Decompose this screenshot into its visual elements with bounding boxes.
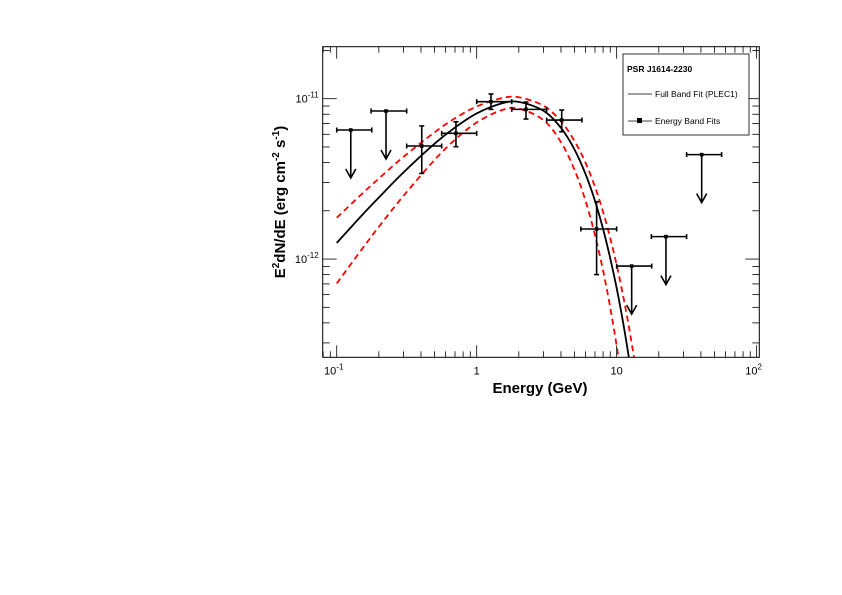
y-tick-label: 10-12 (295, 251, 319, 266)
point-marker (594, 227, 599, 231)
y-tick-label: 10-11 (295, 91, 319, 106)
point-marker (384, 109, 388, 113)
plot-frame (322, 46, 760, 358)
data-point (440, 120, 478, 148)
point-marker (348, 128, 353, 132)
point-marker (419, 144, 424, 148)
down-arrow-icon (380, 149, 392, 161)
upper-limit-point (335, 127, 373, 180)
band-upper-line (336, 95, 635, 358)
down-arrow-icon (695, 193, 708, 205)
data-point (510, 101, 548, 120)
point-marker (664, 234, 668, 239)
point-marker (629, 264, 634, 268)
upper-limit-point (370, 108, 408, 161)
down-arrow-icon (625, 304, 638, 316)
legend-entry-bands: Energy Band Fits (655, 116, 720, 126)
x-tick-label: 10-1 (324, 362, 344, 377)
legend: PSR J1614-2230 Full Band Fit (PLEC1) Ene… (622, 53, 750, 136)
upper-limit-point (685, 152, 723, 205)
point-marker (524, 107, 528, 112)
point-marker (699, 152, 704, 157)
fit-curve-line (336, 100, 630, 358)
y-axis-title: E2dN/dE (erg cm-2 s-1) (271, 126, 289, 279)
x-tick-label: 1 (474, 365, 480, 377)
legend-box (622, 53, 750, 136)
x-tick-label: 102 (745, 362, 762, 377)
data-point (580, 200, 618, 276)
legend-marker-square (637, 118, 642, 123)
down-arrow-icon (660, 275, 672, 287)
curves-layer (335, 95, 635, 358)
band-lower-line (335, 106, 620, 358)
point-marker (454, 131, 458, 136)
down-arrow-icon (345, 168, 357, 180)
legend-entry-fit: Full Band Fit (PLEC1) (655, 89, 738, 99)
point-marker (489, 99, 493, 104)
data-points (335, 93, 723, 316)
upper-limit-point (615, 263, 653, 316)
x-axis-title: Energy (GeV) (492, 380, 587, 397)
data-point (475, 93, 513, 111)
data-point (545, 109, 583, 133)
upper-limit-point (650, 234, 688, 287)
x-tick-label: 10 (611, 365, 623, 377)
point-marker (559, 118, 564, 122)
legend-title: PSR J1614-2230 (627, 64, 692, 74)
data-point (405, 125, 443, 175)
